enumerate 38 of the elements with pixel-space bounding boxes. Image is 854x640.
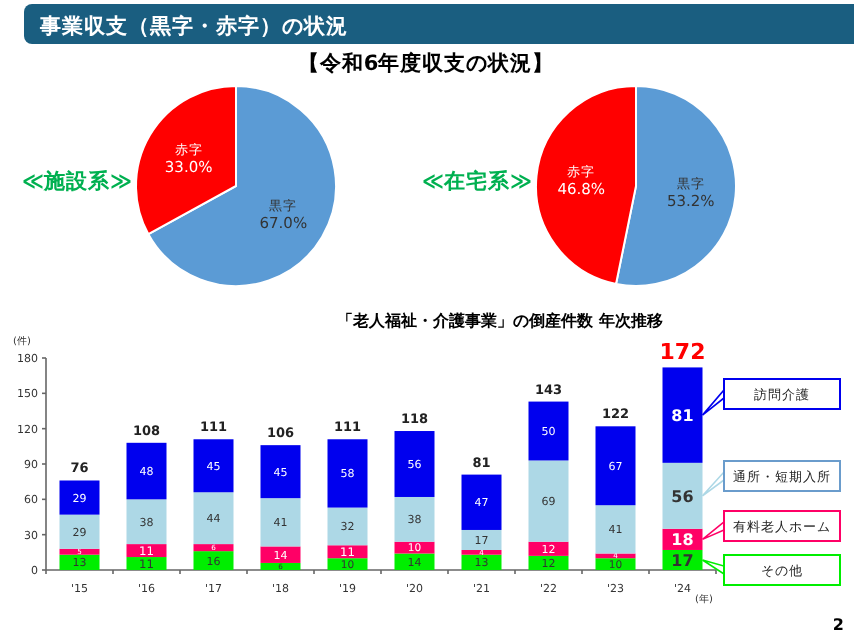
bar: [394, 496, 435, 542]
data-label: 81: [671, 406, 695, 425]
bar: [260, 546, 301, 563]
bar: [59, 514, 100, 549]
bar: [461, 474, 502, 530]
bar: [327, 439, 368, 508]
data-label: 17: [671, 551, 694, 570]
bar: [394, 431, 435, 497]
data-label: 18: [671, 531, 695, 550]
bar: [528, 460, 569, 542]
total-label: 172: [659, 339, 706, 366]
bar: [595, 505, 636, 554]
chart-title: 「老人福祉・介護事業」の倒産件数 年次推移: [337, 310, 663, 330]
bar: [595, 426, 636, 506]
bar: [260, 498, 301, 547]
bar: [260, 562, 301, 570]
bar: [461, 549, 502, 555]
text: 【令和6年度収支の状況】: [297, 50, 555, 76]
bar: [59, 548, 100, 555]
bar: [126, 442, 167, 500]
bar: [193, 492, 234, 545]
bar: [59, 480, 100, 515]
text: ≪施設系≫: [22, 168, 133, 194]
bar: [327, 507, 368, 546]
text: 事業収支（黒字・赤字）の状況: [38, 13, 348, 39]
bar: [193, 551, 234, 570]
bar: [528, 401, 569, 461]
bar: [461, 529, 502, 550]
bar: [126, 557, 167, 570]
bar: [327, 545, 368, 559]
bar: [126, 499, 167, 545]
bar: [193, 439, 234, 493]
bar: [193, 544, 234, 552]
bar: [260, 445, 301, 499]
text: 2: [832, 616, 844, 634]
bar: [126, 544, 167, 558]
data-label: 56: [671, 487, 695, 506]
text: ≪在宅系≫: [422, 168, 533, 194]
